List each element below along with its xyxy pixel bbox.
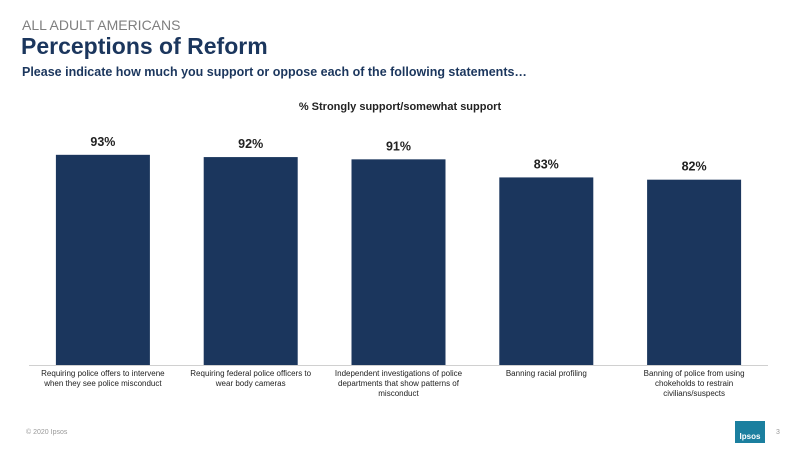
bar [647,179,742,365]
slide-title: Perceptions of Reform [21,33,268,59]
bar [55,154,150,365]
x-tick-label: Requiring federal police officers to wea… [190,369,312,388]
value-label: 93% [90,135,115,149]
x-tick-label: Banning racial profiling [505,369,587,378]
value-label: 82% [682,160,707,174]
x-tick-label: Requiring police offers to intervene whe… [41,369,165,388]
eyebrow: ALL ADULT AMERICANS [22,17,181,33]
copyright: © 2020 Ipsos [26,429,68,436]
bar [203,157,298,365]
bar [351,159,446,365]
bar [499,177,594,365]
value-label: 83% [534,157,559,171]
page-number: 3 [776,429,780,436]
x-tick-label: Independent investigations of police dep… [334,369,463,398]
value-label: 92% [238,137,263,151]
question: Please indicate how much you support or … [22,65,527,79]
chart-title: % Strongly support/somewhat support [298,101,502,113]
x-tick-label: Banning of police from using chokeholds … [643,369,745,398]
value-label: 91% [386,139,411,153]
logo: Ipsos [735,421,765,443]
